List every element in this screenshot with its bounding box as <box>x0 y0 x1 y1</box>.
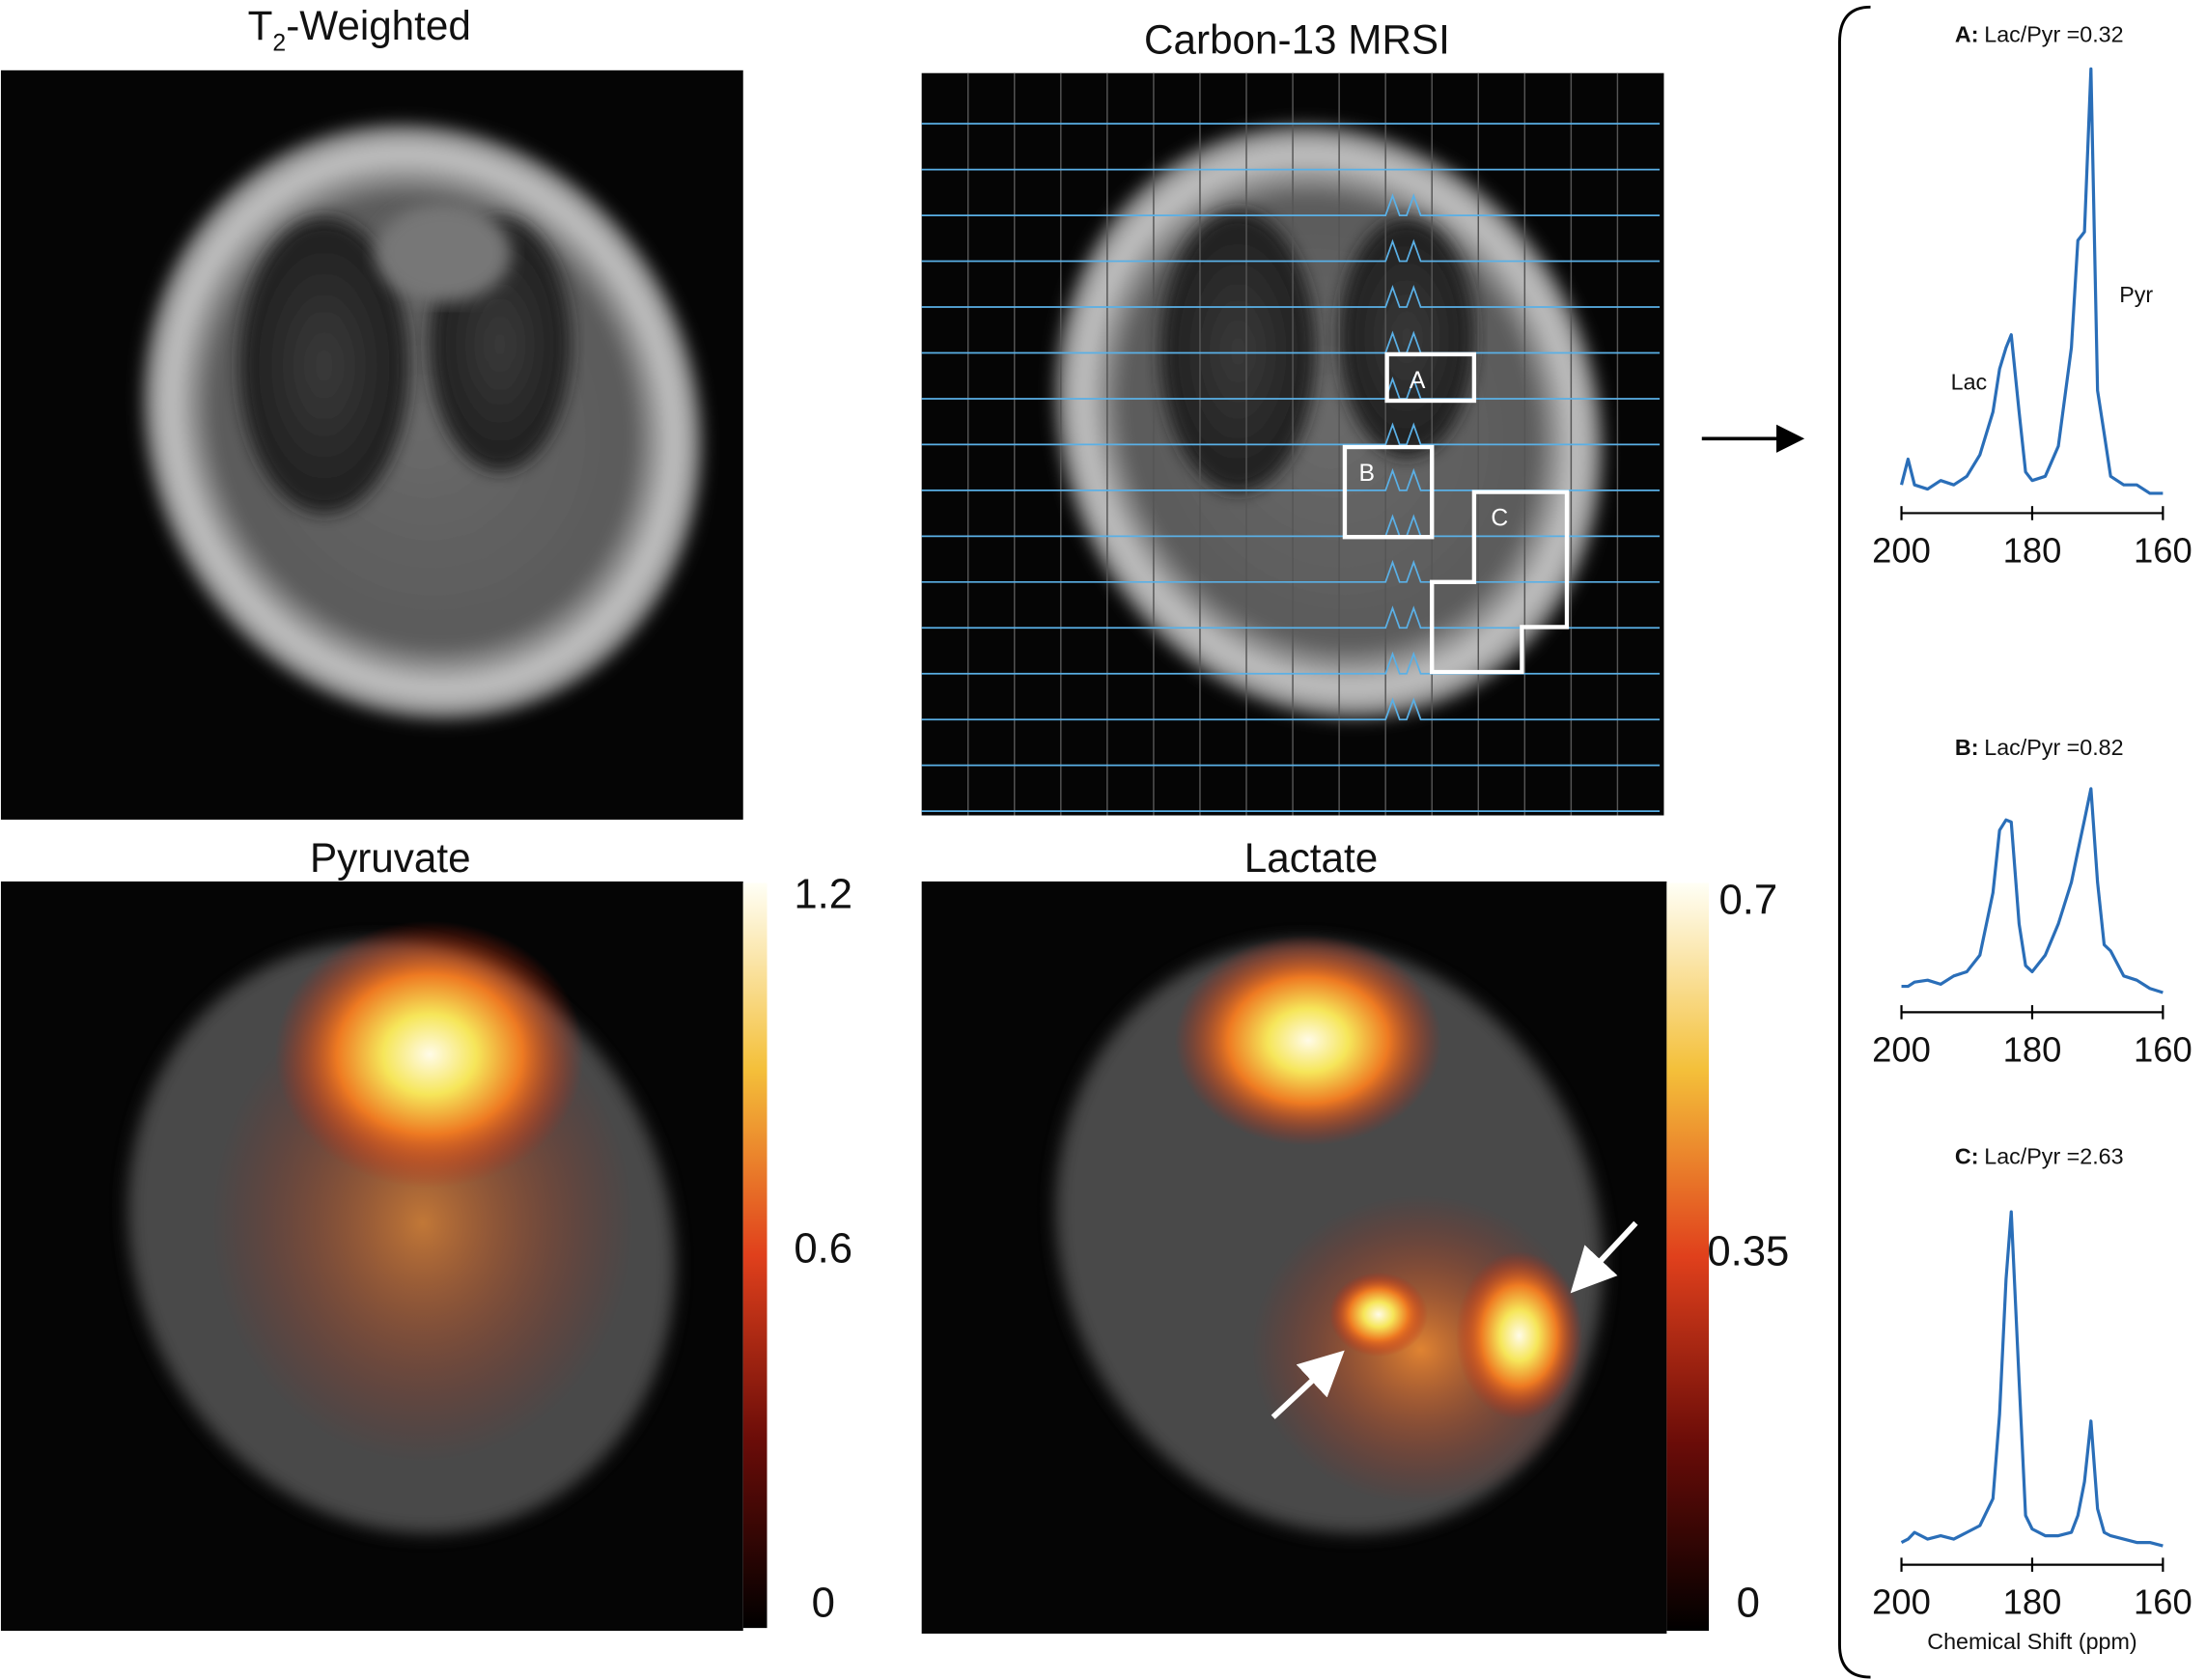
colorbar-tick-label: 0 <box>812 1579 835 1626</box>
x-tick-label: 200 <box>1872 1582 1931 1622</box>
arrow <box>1570 1220 1638 1294</box>
colorbar-tick-label: 0.6 <box>794 1224 852 1272</box>
box-label: C <box>1491 506 1508 532</box>
box-label: A <box>1410 368 1426 394</box>
spectral-trace <box>921 697 1661 721</box>
spectrum-title: A: Lac/Pyr =0.32 <box>1955 22 2124 47</box>
x-tick-label: 160 <box>2134 1029 2192 1069</box>
x-tick-label: 160 <box>2134 1582 2192 1622</box>
x-axis-label: Chemical Shift (ppm) <box>1927 1629 2136 1654</box>
spectral-trace <box>921 514 1661 538</box>
colorbar <box>742 882 768 1629</box>
colorbar-tick-label: 0.35 <box>1707 1227 1789 1274</box>
panel-title: Pyruvate <box>310 835 471 881</box>
panel-title: Lactate <box>1244 835 1379 881</box>
colorbar-tick-label: 0 <box>1737 1579 1760 1626</box>
spectral-trace <box>921 651 1661 675</box>
spectrum-label: A: <box>1955 22 1979 47</box>
spectral-trace <box>921 422 1661 446</box>
colorbar <box>1666 882 1710 1632</box>
x-tick-label: 160 <box>2134 530 2192 570</box>
ratio-text: Lac/Pyr =2.63 <box>1984 1144 2123 1169</box>
spectrum-line <box>1900 1210 2164 1548</box>
mrsi-image <box>921 72 1664 816</box>
x-tick-label: 180 <box>2003 1029 2062 1069</box>
title-part: T <box>248 3 273 48</box>
colorbar-tick-label: 1.2 <box>794 871 852 918</box>
spectral-trace <box>921 330 1661 354</box>
peak-label: Pyr <box>2119 282 2153 307</box>
x-tick-label: 200 <box>1872 530 1931 570</box>
spectral-trace <box>921 238 1661 263</box>
spectral-trace <box>921 193 1661 216</box>
arrow <box>1271 1350 1345 1419</box>
t2-image <box>0 70 743 820</box>
spectra: A: Lac/Pyr =0.32 200 180 160 B: Lac/Pyr =0.82 2… <box>1872 22 2192 1654</box>
spectrum-title: C: Lac/Pyr =2.63 <box>1955 1144 2124 1169</box>
colorbar-tick-label: 0.7 <box>1718 876 1777 923</box>
spectrum-title: B: Lac/Pyr =0.82 <box>1955 735 2124 760</box>
voxel-boxes <box>1342 351 1570 675</box>
lactate-map <box>921 881 1710 1634</box>
pyruvate-map <box>0 881 768 1632</box>
box-label: B <box>1359 461 1376 487</box>
spectral-trace <box>921 376 1661 400</box>
spectrum-line <box>1899 67 2164 495</box>
title-part: -Weighted <box>286 3 471 48</box>
colorbar-ticks: 0.7 0.35 0 <box>1707 876 1789 1626</box>
spectral-trace <box>921 559 1661 583</box>
panel-title: T2-Weighted <box>248 3 471 57</box>
spectrum-label: B: <box>1955 735 1979 760</box>
ratio-text: Lac/Pyr =0.32 <box>1984 22 2123 47</box>
x-tick-label: 180 <box>2003 1582 2062 1622</box>
x-tick-label: 180 <box>2003 530 2062 570</box>
spectrum-line <box>1901 787 2164 994</box>
brace <box>1838 5 1871 1679</box>
title-subscript: 2 <box>272 30 286 56</box>
peak-label: Lac <box>1951 369 1988 394</box>
spectrum-label: C: <box>1955 1144 1979 1169</box>
ratio-text: Lac/Pyr =0.82 <box>1984 735 2123 760</box>
spectral-trace <box>921 285 1661 308</box>
colorbar-ticks: 1.2 0.6 0 <box>794 871 852 1627</box>
panel-title: Carbon-13 MRSI <box>1144 16 1450 62</box>
x-tick-label: 200 <box>1872 1029 1931 1069</box>
